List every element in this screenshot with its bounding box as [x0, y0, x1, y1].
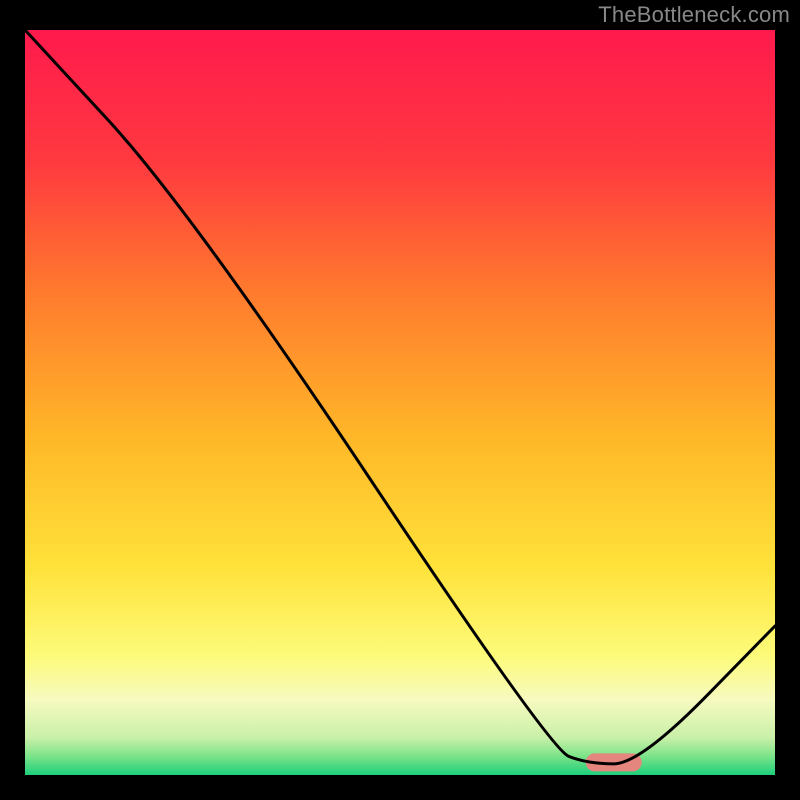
chart-container: TheBottleneck.com — [0, 0, 800, 800]
attribution-text: TheBottleneck.com — [598, 2, 790, 28]
chart-gradient-background — [25, 30, 775, 775]
bottleneck-chart — [0, 0, 800, 800]
